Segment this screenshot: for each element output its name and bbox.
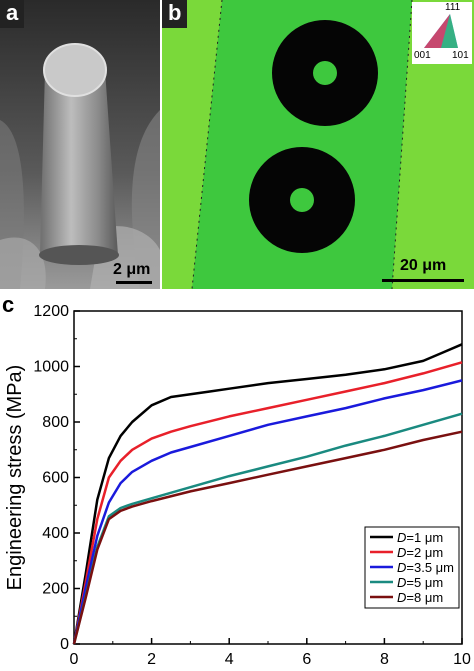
ebsd-map-image (162, 0, 474, 289)
y-tick-label: 400 (42, 525, 69, 542)
series-line-1 (72, 343, 463, 645)
x-tick-label: 8 (380, 651, 389, 668)
panel-b-scale-bar (382, 279, 464, 282)
x-tick-label: 10 (453, 651, 471, 668)
y-tick-label: 800 (42, 414, 69, 431)
x-tick-label: 2 (147, 651, 156, 668)
series-line-3 (72, 379, 463, 645)
panel-a-scale-bar (116, 281, 152, 284)
legend-label-3: D=3.5 μm (397, 560, 454, 575)
panel-a-scale-label: 2 μm (113, 261, 151, 278)
ipf-label-left: 001 (414, 50, 431, 61)
panel-a-letter: a (0, 0, 25, 28)
y-tick-label: 600 (42, 470, 69, 487)
y-tick-label: 1000 (33, 359, 69, 376)
series-line-2 (72, 361, 463, 645)
panel-a-sem-image: a 2 μm (0, 0, 160, 289)
x-axis-label: Engineering strain (%) (169, 669, 367, 671)
panel-b-scale-label: 20 μm (400, 257, 447, 274)
panel-b-ebsd-map: b 111 001 101 20 μm (162, 0, 474, 289)
panel-b-letter: b (162, 0, 188, 28)
legend-label-2: D=2 μm (397, 545, 443, 560)
y-tick-label: 1200 (33, 303, 69, 320)
legend-label-1: D=1 μm (397, 530, 443, 545)
x-tick-label: 6 (302, 651, 311, 668)
ipf-label-top: 111 (445, 2, 461, 13)
ipf-label-right: 101 (452, 50, 469, 61)
legend-label-4: D=5 μm (397, 575, 443, 590)
x-tick-label: 0 (70, 651, 79, 668)
stress-strain-chart: c 0 2 4 6 8 10 0 200 400 600 800 1000 1200 Engineerin… (2, 292, 471, 671)
legend-label-5: D=8 μm (397, 590, 443, 605)
micropillar-image (0, 0, 160, 289)
series-line-5 (72, 430, 463, 645)
y-axis-label: Engineering stress (MPa) (4, 365, 26, 591)
panel-c-letter: c (2, 292, 14, 317)
y-tick-label: 200 (42, 581, 69, 598)
y-tick-label: 0 (60, 636, 69, 653)
plot-area: 0 2 4 6 8 10 0 200 400 600 800 1000 1200 Engineering … (4, 303, 471, 671)
x-tick-label: 4 (225, 651, 234, 668)
